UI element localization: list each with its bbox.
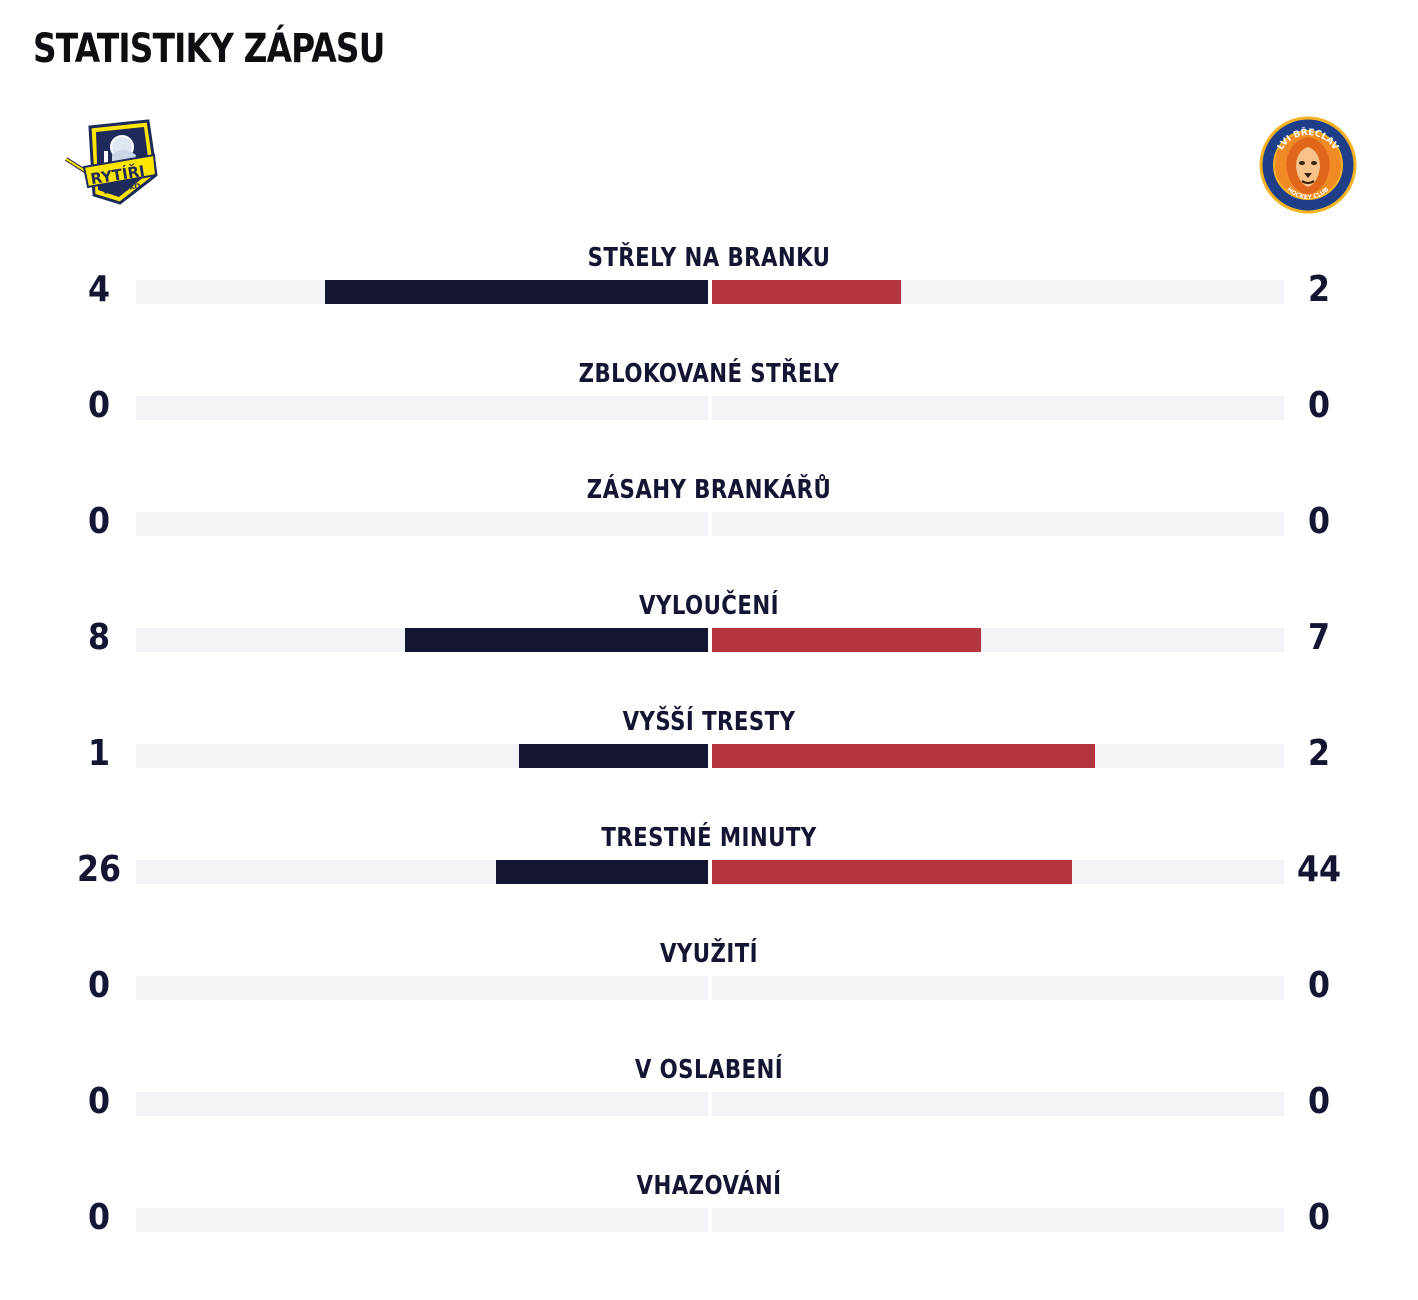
away-stat-value: 2 (1307, 269, 1331, 310)
stat-row: STŘELY NA BRANKU 4 2 (0, 242, 1418, 358)
home-stat-value: 0 (87, 965, 111, 1006)
stat-row: ZÁSAHY BRANKÁŘŮ 0 0 (0, 474, 1418, 590)
away-stat-value: 0 (1307, 1081, 1331, 1122)
away-bar-fill (712, 280, 901, 304)
stat-label: ZBLOKOVANÉ STŘELY (578, 359, 840, 389)
stat-label: VYLOUČENÍ (639, 591, 779, 621)
home-stat-value: 8 (87, 617, 111, 658)
stat-row: VYŠŠÍ TRESTY 1 2 (0, 706, 1418, 822)
home-stat-value: 26 (76, 849, 122, 890)
stat-label: ZÁSAHY BRANKÁŘŮ (586, 475, 832, 505)
away-stat-value: 0 (1307, 965, 1331, 1006)
stat-label: TRESTNÉ MINUTY (601, 823, 817, 853)
home-stat-value: 4 (87, 269, 111, 310)
away-bar-track (712, 628, 1284, 652)
away-stat-value: 2 (1307, 733, 1331, 774)
home-bar-fill (324, 280, 708, 304)
home-bar-track (136, 1092, 708, 1116)
away-bar-track (712, 396, 1284, 420)
home-bar-track (136, 744, 708, 768)
away-bar-track (712, 860, 1284, 884)
stat-label: STŘELY NA BRANKU (587, 243, 831, 273)
home-bar-track (136, 512, 708, 536)
home-bar-track (136, 280, 708, 304)
away-stat-value: 0 (1307, 385, 1331, 426)
away-bar-track (712, 1092, 1284, 1116)
home-stat-value: 0 (87, 1081, 111, 1122)
away-bar-track (712, 976, 1284, 1000)
home-bar-fill (519, 744, 708, 768)
stat-label: V OSLABENÍ (634, 1055, 784, 1085)
away-bar-track (712, 744, 1284, 768)
away-bar-fill (712, 860, 1073, 884)
stat-label: VYŠŠÍ TRESTY (622, 707, 796, 737)
away-bar-track (712, 280, 1284, 304)
away-bar-fill (712, 628, 981, 652)
away-stat-value: 44 (1296, 849, 1342, 890)
home-stat-value: 0 (87, 385, 111, 426)
stat-label: VYUŽITÍ (660, 939, 758, 969)
away-bar-track (712, 1208, 1284, 1232)
away-bar-fill (712, 744, 1096, 768)
home-bar-fill (404, 628, 708, 652)
away-stat-value: 0 (1307, 501, 1331, 542)
home-stat-value: 0 (87, 1197, 111, 1238)
stat-row: V OSLABENÍ 0 0 (0, 1054, 1418, 1170)
stat-label: VHAZOVÁNÍ (636, 1171, 782, 1201)
home-stat-value: 0 (87, 501, 111, 542)
stat-row: VYLOUČENÍ 8 7 (0, 590, 1418, 706)
home-stat-value: 1 (87, 733, 111, 774)
away-stat-value: 0 (1307, 1197, 1331, 1238)
away-stat-value: 7 (1307, 617, 1331, 658)
stat-row: TRESTNÉ MINUTY 26 44 (0, 822, 1418, 938)
stat-row: VHAZOVÁNÍ 0 0 (0, 1170, 1418, 1286)
rytiri-blansko-logo-icon: RYTÍŘI BLANSKO (64, 119, 158, 205)
home-bar-fill (496, 860, 708, 884)
page-title: STATISTIKY ZÁPASU (33, 26, 385, 72)
away-team-logo: LVI BŘECLAV HOCKEY CLUB (1258, 115, 1358, 215)
home-bar-track (136, 860, 708, 884)
lvi-breclav-logo-icon: LVI BŘECLAV HOCKEY CLUB (1259, 116, 1357, 214)
away-bar-track (712, 512, 1284, 536)
home-bar-track (136, 628, 708, 652)
stat-row: VYUŽITÍ 0 0 (0, 938, 1418, 1054)
stat-row: ZBLOKOVANÉ STŘELY 0 0 (0, 358, 1418, 474)
home-bar-track (136, 396, 708, 420)
home-bar-track (136, 1208, 708, 1232)
home-team-logo: RYTÍŘI BLANSKO (60, 115, 160, 215)
home-bar-track (136, 976, 708, 1000)
